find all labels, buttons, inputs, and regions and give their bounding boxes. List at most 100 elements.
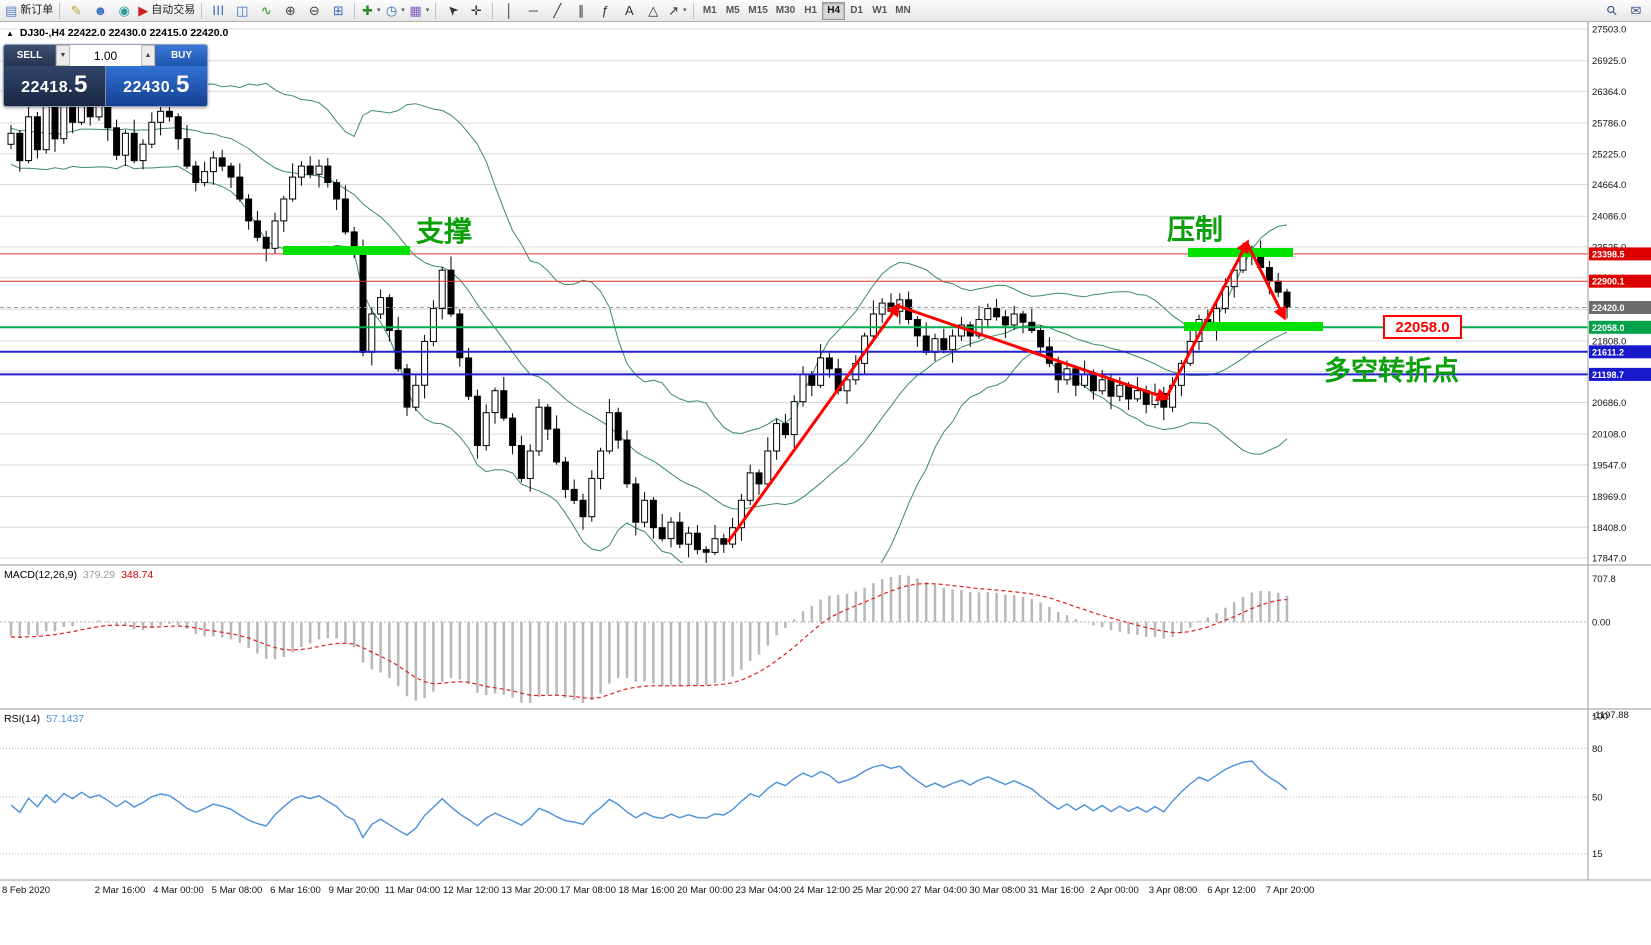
candle: [808, 373, 816, 386]
profile-icon[interactable]: ☻: [88, 1, 112, 21]
main-price-panel[interactable]: [7, 81, 1291, 611]
shapes-icon[interactable]: △: [641, 1, 665, 21]
trend-arrow[interactable]: [726, 302, 901, 543]
template-button[interactable]: ▦ ▾: [407, 1, 431, 21]
volume-up-button[interactable]: ▲: [141, 45, 155, 66]
timeframe-m15-button[interactable]: M15: [748, 5, 768, 16]
autotrading-button[interactable]: ▶ 自动交易: [136, 1, 197, 21]
volume-value[interactable]: 1.00: [93, 48, 118, 63]
trendline-icon[interactable]: ╱: [545, 1, 569, 21]
channel-icon[interactable]: ∥: [569, 1, 593, 21]
arrows-icon[interactable]: ↗ ▾: [665, 1, 689, 21]
candle: [878, 302, 886, 315]
bar-chart-icon[interactable]: ☰: [206, 1, 230, 21]
timeframe-d1-button[interactable]: D1: [850, 5, 864, 16]
price-axis-label: 18969.0: [1592, 492, 1626, 503]
text-icon[interactable]: A: [617, 1, 641, 21]
rsi-axis-label: 50: [1592, 793, 1603, 804]
buy-price[interactable]: 22430. 5: [105, 66, 207, 106]
rsi-panel[interactable]: [0, 747, 1588, 855]
candle: [482, 412, 490, 447]
vertical-line-icon[interactable]: │: [497, 1, 521, 21]
timeframe-m1-button[interactable]: M1: [702, 5, 717, 16]
sell-price-frac: 5: [74, 71, 88, 98]
timeframe-m5-button[interactable]: M5: [725, 5, 740, 16]
template-glyph: ▦: [409, 3, 422, 18]
candle: [1107, 379, 1115, 397]
support-annotation[interactable]: 支撑: [416, 216, 472, 247]
candle: [570, 488, 578, 501]
candle: [1072, 368, 1080, 386]
candle: [1037, 330, 1045, 348]
candle: [755, 472, 763, 485]
time-axis-label: 13 Mar 20:00: [502, 885, 558, 896]
fibonacci-icon[interactable]: ƒ: [593, 1, 617, 21]
search-icon[interactable]: ⚲: [1600, 1, 1624, 21]
rsi-line: [10, 760, 1288, 839]
new-order-button[interactable]: ▤ 新订单: [3, 1, 55, 21]
volume-field[interactable]: ▼ 1.00 ▲: [56, 45, 155, 66]
pivot-annotation[interactable]: 多空转折点: [1324, 355, 1459, 386]
price-callout-box[interactable]: [1383, 315, 1462, 339]
zoom-out-icon[interactable]: ⊖: [302, 1, 326, 21]
cursor-icon[interactable]: ➤: [440, 1, 464, 21]
candle: [1283, 291, 1291, 308]
candle-chart-icon[interactable]: ◫: [230, 1, 254, 21]
candle: [315, 165, 323, 175]
sell-button[interactable]: SELL: [4, 45, 56, 66]
brush-icon[interactable]: ✎: [64, 1, 88, 21]
rsi-axis-label: 15: [1592, 849, 1603, 860]
candle: [535, 406, 543, 452]
candle: [209, 157, 217, 173]
trend-arrow[interactable]: [1164, 239, 1249, 399]
price-axis-label: 20108.0: [1592, 430, 1626, 441]
tile-windows-icon[interactable]: ⊞: [326, 1, 350, 21]
candle: [984, 308, 992, 321]
new-chart-button[interactable]: ✚ ▾: [359, 1, 383, 21]
horizontal-line-icon[interactable]: ─: [521, 1, 545, 21]
macd-axis-label: 0.00: [1592, 618, 1611, 629]
timeframe-h1-button[interactable]: H1: [804, 5, 818, 16]
support-zone[interactable]: [283, 246, 410, 255]
candle: [702, 549, 710, 553]
candle: [1010, 313, 1018, 326]
message-icon[interactable]: ✉: [1624, 1, 1648, 21]
resistance-annotation[interactable]: 压制: [1167, 214, 1223, 245]
new-order-button-label: 新订单: [20, 4, 54, 16]
community-icon[interactable]: ◉: [112, 1, 136, 21]
timeframe-w1-button[interactable]: W1: [872, 5, 888, 16]
volume-down-button[interactable]: ▼: [56, 45, 70, 66]
sell-price[interactable]: 22418. 5: [4, 66, 106, 106]
horizontal-line-icon-glyph: ─: [528, 3, 538, 18]
cursor-icon-glyph: ➤: [443, 1, 462, 20]
target-zone[interactable]: [1184, 322, 1323, 331]
crosshair-icon[interactable]: ✛: [464, 1, 488, 21]
rsi-axis-label: 100: [1592, 712, 1608, 723]
macd-panel[interactable]: [0, 575, 1588, 703]
line-chart-icon[interactable]: ∿: [254, 1, 278, 21]
period-button[interactable]: ◷ ▾: [383, 1, 407, 21]
toolbar-separator: [435, 2, 437, 19]
candle: [25, 116, 33, 162]
zoom-in-icon[interactable]: ⊕: [278, 1, 302, 21]
trend-arrow[interactable]: [1245, 242, 1286, 321]
price-callout-text: 22058.0: [1395, 319, 1449, 336]
trend-arrow[interactable]: [897, 304, 1170, 402]
bollinger-band: [10, 82, 1288, 435]
candle: [614, 412, 622, 441]
timeframe-h4-button[interactable]: H4: [822, 1, 846, 20]
buy-price-main: 22430.: [123, 79, 176, 96]
time-axis-label: 25 Mar 20:00: [853, 885, 909, 896]
candle: [403, 368, 411, 408]
candle: [174, 116, 182, 140]
price-tag-label: 22900.1: [1592, 277, 1625, 287]
timeframe-m30-button[interactable]: M30: [775, 5, 796, 16]
candle: [324, 165, 332, 184]
channel-icon-glyph: ∥: [578, 3, 585, 18]
timeframe-mn-button[interactable]: MN: [895, 5, 911, 16]
candle: [465, 357, 473, 397]
brush-icon-glyph: ✎: [70, 3, 82, 18]
buy-button[interactable]: BUY: [155, 45, 207, 66]
price-gridlines: [0, 28, 1588, 559]
